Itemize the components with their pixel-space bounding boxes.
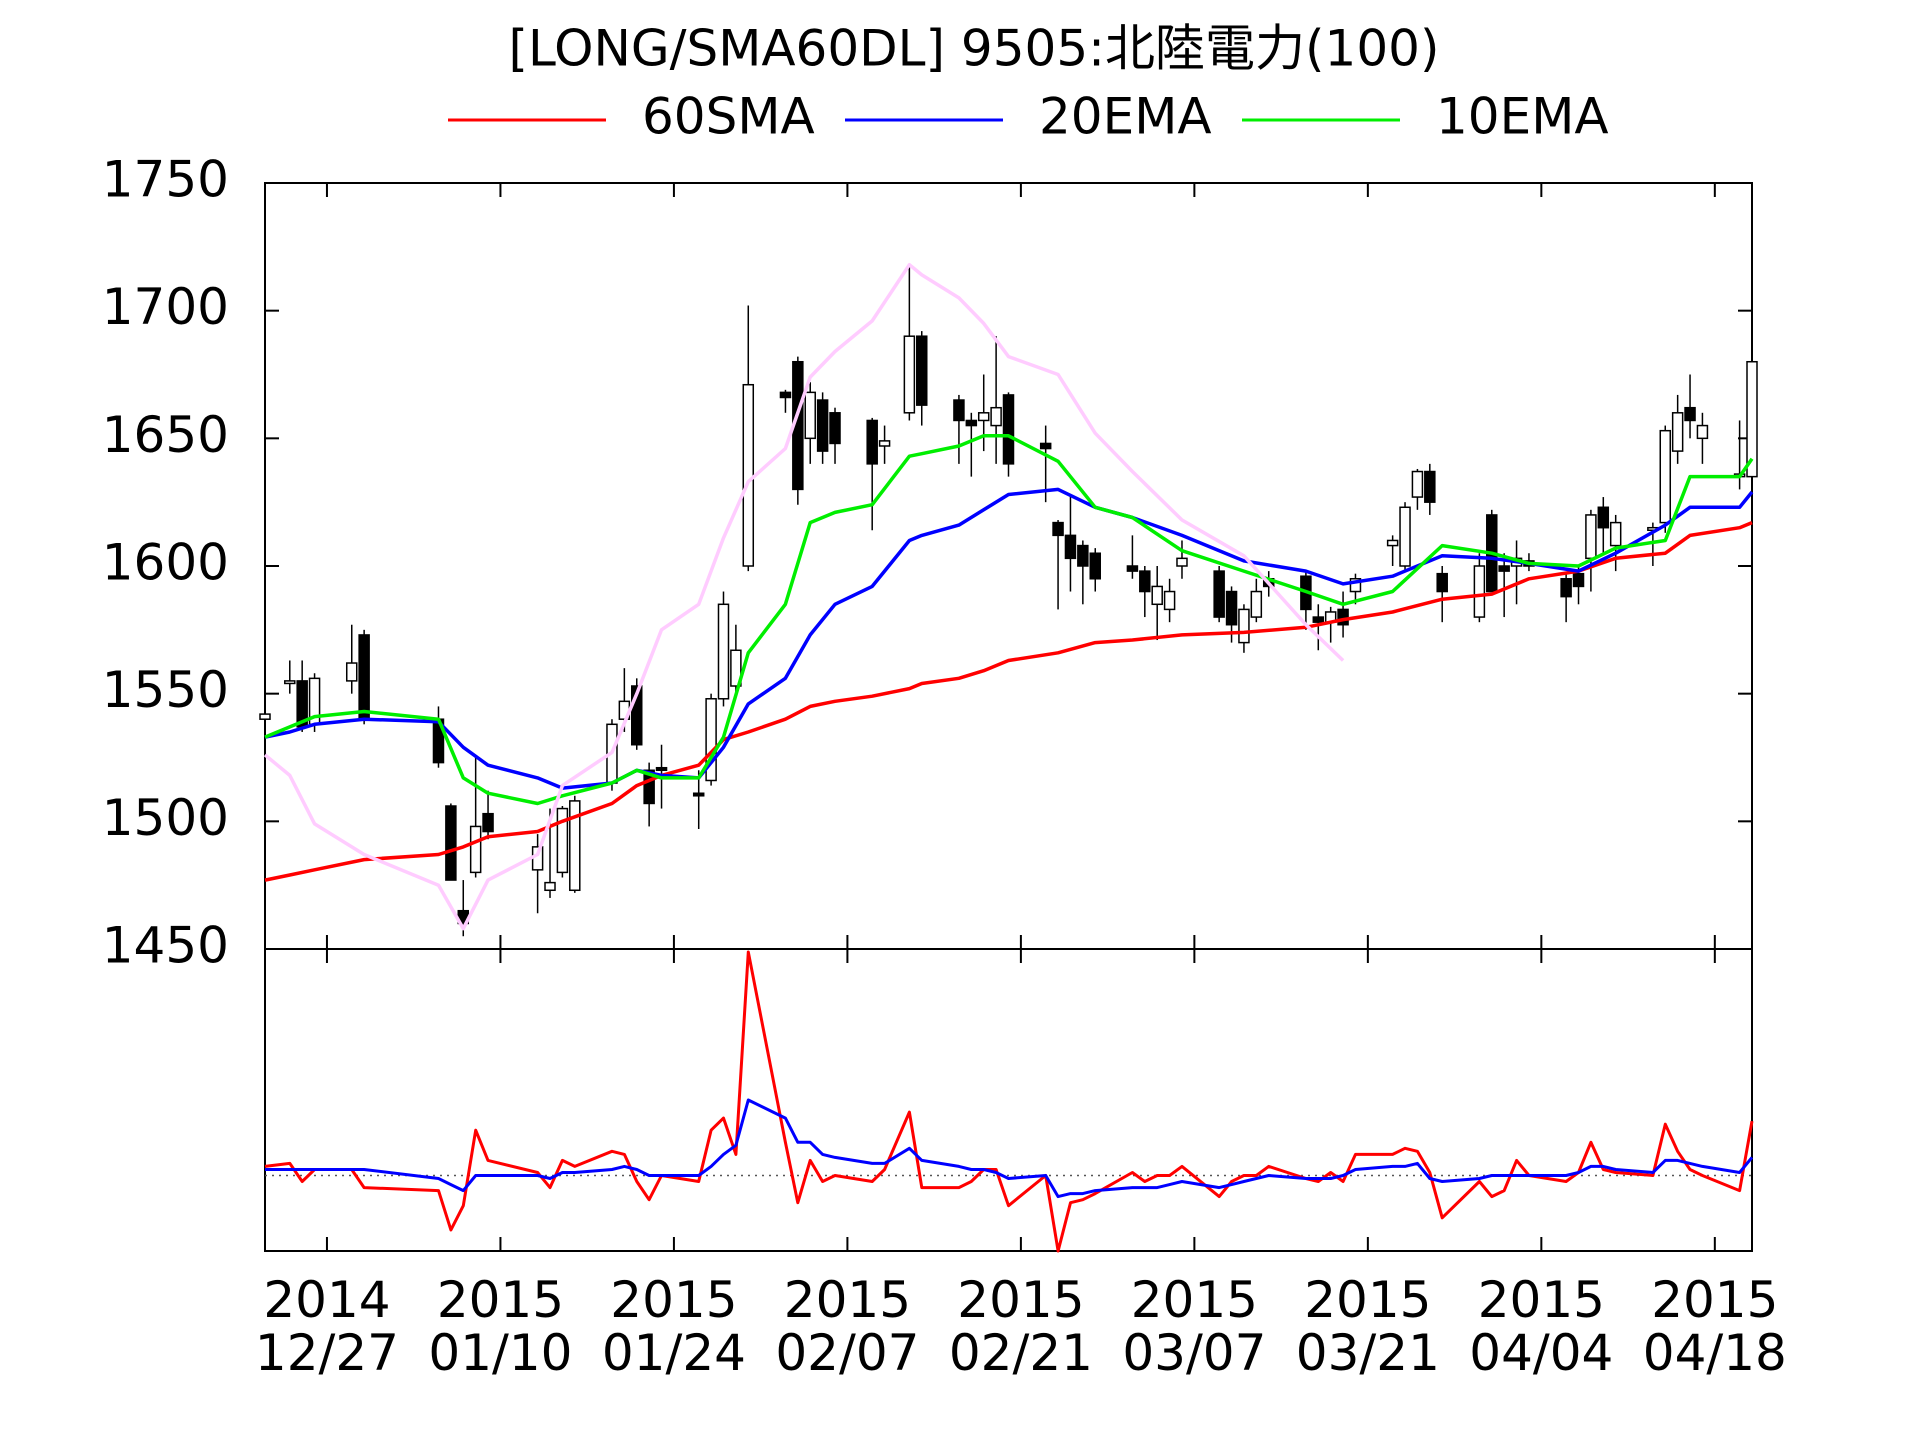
candle-body [990,406,1002,427]
legend-label: 20EMA [1039,88,1212,146]
y-tick-label: 1650 [102,406,229,464]
candle-body [730,649,742,687]
candle-body [1671,412,1684,452]
candle-body [779,391,792,399]
candle-body [742,383,755,567]
indicator-line [264,520,1753,882]
sub-plot-frame [264,948,1753,1252]
candle-body [705,698,717,782]
x-tick-label: 2015 04/18 [1643,1271,1787,1382]
candle-body [631,685,643,746]
indicator-line [263,262,1345,931]
candle-body [1151,585,1163,606]
candle-body [1002,394,1015,465]
candle-body [345,662,358,682]
sub-line [265,1098,1754,1199]
candle-body [977,412,990,422]
x-tick-label: 2015 01/24 [602,1271,746,1382]
candle-body [1386,539,1399,547]
candle-body [1064,534,1077,560]
candle-body [816,399,829,452]
legend-label: 10EMA [1436,88,1609,146]
candle-body [965,419,978,427]
candle-body [1684,406,1696,422]
candle-body [916,335,928,406]
y-tick-label: 1750 [102,151,229,209]
candle-body [692,792,705,797]
x-tick-label: 2015 01/10 [428,1271,572,1382]
candle-body [804,391,816,440]
candle-body [445,805,457,881]
candle-body [1609,521,1622,547]
candle-body [643,769,655,805]
candle-body [469,825,482,874]
candle-body [1349,578,1362,593]
candle-body [1238,608,1250,644]
x-tick-label: 2015 02/07 [775,1271,919,1382]
candle-body [569,800,581,892]
x-tick-label: 2015 02/21 [949,1271,1093,1382]
y-tick-label: 1450 [102,917,229,975]
candle-body [358,634,370,720]
candle-body [284,680,296,685]
candle-body [1560,578,1572,598]
candle-body [1077,544,1089,567]
indicator-line [264,434,1754,806]
candle-body [556,807,569,874]
candle-body [829,412,841,445]
candle-body [1039,442,1052,450]
y-tick-label: 1600 [102,534,229,592]
candle-body [1436,572,1448,593]
candle-body [1585,514,1597,560]
candle-body [544,881,556,892]
candle-body [655,766,668,772]
candle-body [1139,570,1151,593]
candle-body [1597,506,1610,529]
candle-body [1424,470,1436,503]
chart-title: [LONG/SMA60DL] 9505:北陸電力(100) [509,20,1440,78]
candle-body [1337,608,1349,626]
candle-body [259,713,271,720]
x-tick-label: 2014 12/27 [255,1271,399,1382]
candle-body [1696,424,1709,440]
y-tick-label: 1500 [102,789,229,847]
candle-body [1163,590,1176,611]
candle-body [1399,506,1411,567]
candle-body [1052,521,1064,537]
x-tick-label: 2015 03/21 [1296,1271,1440,1382]
legend-label: 60SMA [642,88,815,146]
candle-body [1250,590,1263,618]
candle-body [717,603,730,700]
candle-body [482,812,494,833]
candle-body [1089,552,1101,580]
candle-body [1411,470,1424,498]
candle-body [903,335,916,414]
candle-body [1126,565,1139,572]
candle-body [1225,590,1238,626]
y-tick-label: 1700 [102,278,229,336]
x-tick-label: 2015 04/04 [1469,1271,1613,1382]
candle-body [1213,570,1225,618]
candle-body [1312,616,1325,623]
candle-body [878,440,891,447]
candle-body [1176,557,1188,567]
y-tick-label: 1550 [102,661,229,719]
sub-line [264,950,1754,1253]
indicator-line [264,487,1754,790]
candle-body [1498,565,1510,572]
x-tick-label: 2015 03/07 [1122,1271,1266,1382]
candle-body [1473,565,1486,618]
candle-body [866,419,878,465]
candle-body [1572,572,1585,588]
candle-body [1746,360,1758,478]
candle-body [1659,429,1672,524]
candle-body [953,399,965,422]
